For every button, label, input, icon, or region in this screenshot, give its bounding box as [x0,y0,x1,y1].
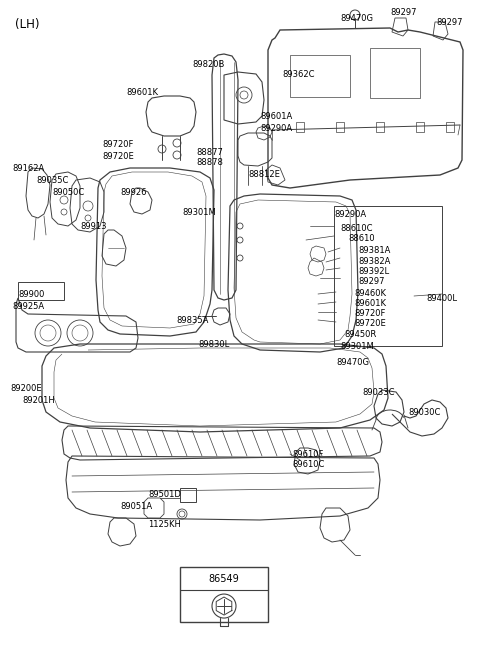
Text: 89301M: 89301M [340,342,374,351]
Text: 89362C: 89362C [282,70,314,79]
Text: 89030C: 89030C [408,408,440,417]
Text: 89601K: 89601K [354,299,386,308]
Text: 89720F: 89720F [354,309,385,318]
Text: 89290A: 89290A [334,210,366,219]
Text: 89610F: 89610F [292,450,324,459]
Text: 88878: 88878 [196,158,223,167]
Text: 89051A: 89051A [120,502,152,511]
Text: 89601A: 89601A [260,112,292,121]
Text: 89720F: 89720F [102,140,133,149]
Text: 89470G: 89470G [340,14,373,23]
Text: 89297: 89297 [390,8,417,17]
Bar [334,206,442,346]
Bar [296,122,304,132]
Bar [370,48,420,98]
Text: 88610: 88610 [348,234,374,243]
Text: 86549: 86549 [209,574,240,584]
Text: 89900: 89900 [18,290,44,299]
Bar [18,282,64,300]
Text: 89835A: 89835A [176,316,208,325]
Text: 89290A: 89290A [260,124,292,133]
Text: 89297: 89297 [436,18,463,27]
Text: 89382A: 89382A [358,257,390,266]
Text: 89297: 89297 [358,277,384,286]
Text: 89381A: 89381A [358,246,390,255]
Text: 88877: 88877 [196,148,223,157]
Text: 89501D: 89501D [148,490,181,499]
Text: 89201H: 89201H [22,396,55,405]
Text: 89200E: 89200E [10,384,42,393]
Text: 89830L: 89830L [198,340,229,349]
Text: 89460K: 89460K [354,289,386,298]
Text: 89450R: 89450R [344,330,376,339]
Text: 89162A: 89162A [12,164,44,173]
Text: 1125KH: 1125KH [148,520,181,529]
Text: 89926: 89926 [120,188,146,197]
Text: 88610C: 88610C [340,224,372,233]
Text: 89925A: 89925A [12,302,44,311]
Text: 89033C: 89033C [362,388,395,397]
Text: 89913: 89913 [80,222,107,231]
Text: 89392L: 89392L [358,267,389,276]
Text: 89050C: 89050C [52,188,84,197]
Text: 89035C: 89035C [36,176,68,185]
Bar [180,488,196,502]
Text: 89301M: 89301M [182,208,216,217]
Bar [180,567,268,622]
Text: 89400L: 89400L [426,294,457,303]
Text: 89720E: 89720E [102,152,134,161]
Text: (LH): (LH) [15,18,39,31]
Text: 89820B: 89820B [192,60,224,69]
Text: 89720E: 89720E [354,319,386,328]
Text: 89610C: 89610C [292,460,324,469]
Text: 89470G: 89470G [336,358,369,367]
Bar [416,122,424,132]
Bar [376,122,384,132]
Text: 89601K: 89601K [126,88,158,97]
Bar [290,55,350,97]
Bar [446,122,454,132]
Text: 88812E: 88812E [248,170,280,179]
Bar [336,122,344,132]
